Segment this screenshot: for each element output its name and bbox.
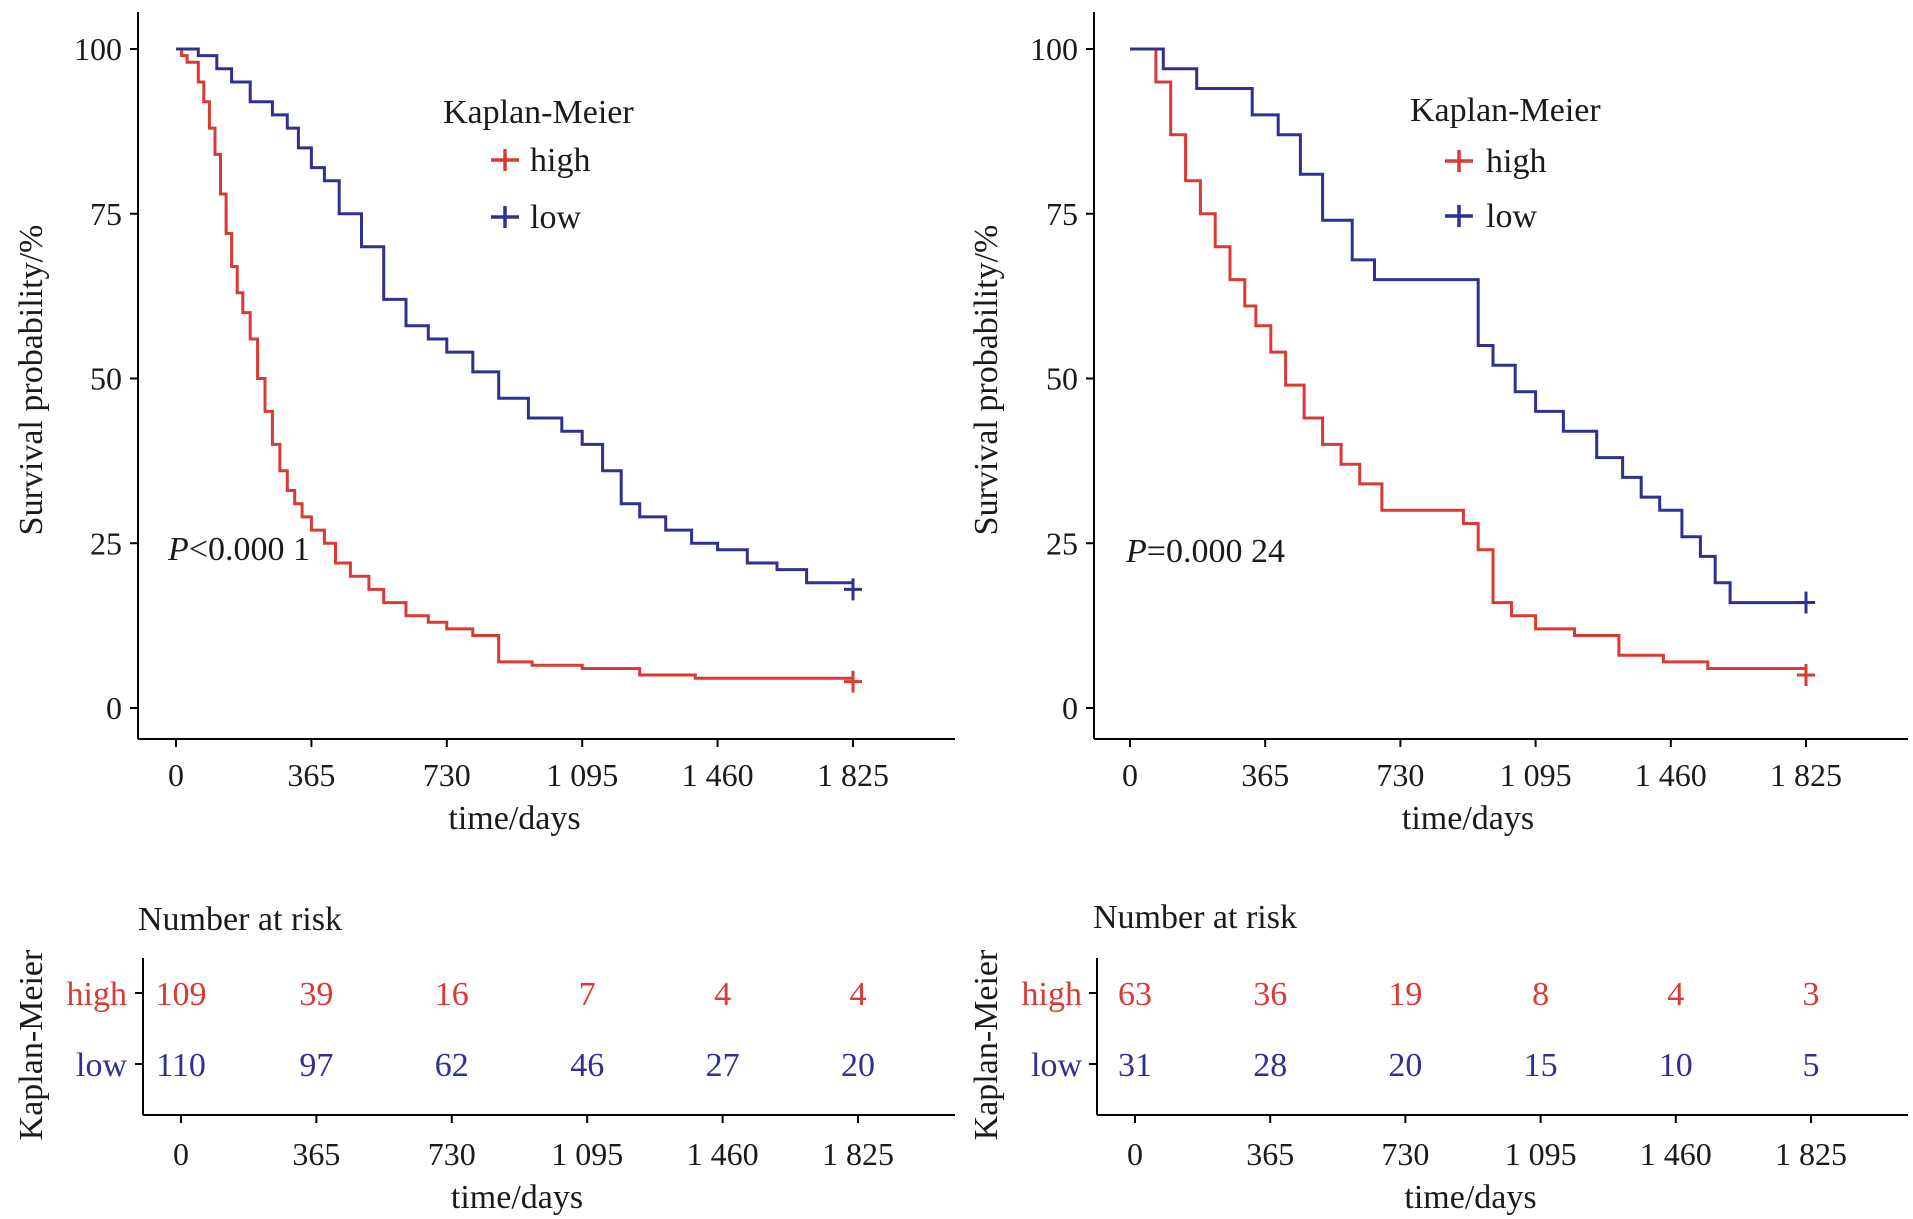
risk-count: 10	[1659, 1047, 1693, 1084]
risk-count: 4	[850, 976, 867, 1013]
x-tick-label: 1 095	[546, 757, 618, 793]
x-tick-label: 365	[287, 757, 335, 793]
survival-curve-low	[1130, 47, 1806, 605]
legend-label-high: high	[1486, 143, 1546, 180]
legend-title: Kaplan-Meier	[1410, 92, 1601, 129]
x-tick-label: 1 095	[1500, 757, 1572, 793]
risk-x-tick-label: 1 460	[1640, 1136, 1712, 1172]
risk-x-tick-label: 730	[428, 1136, 476, 1172]
risk-table-x-title: time/days	[451, 1179, 583, 1216]
x-axis-title: time/days	[1402, 800, 1534, 837]
x-tick-label: 1 460	[682, 757, 754, 793]
risk-count: 97	[299, 1047, 333, 1084]
risk-count: 31	[1118, 1047, 1152, 1084]
x-tick-label: 0	[1122, 757, 1138, 793]
survival-curve-high	[176, 47, 855, 682]
risk-count: 62	[435, 1047, 469, 1084]
survival-curve-high	[1130, 47, 1808, 675]
risk-count: 39	[299, 976, 333, 1013]
legend-label-low: low	[530, 199, 581, 236]
risk-count: 4	[1667, 976, 1684, 1013]
p-value-symbol: P	[1125, 533, 1147, 570]
risk-x-tick-label: 1 095	[1505, 1136, 1577, 1172]
risk-count: 27	[706, 1047, 740, 1084]
risk-count: 16	[435, 976, 469, 1013]
risk-count: 3	[1803, 976, 1820, 1013]
risk-count: 46	[570, 1047, 604, 1084]
risk-count: 8	[1532, 976, 1549, 1013]
legend-title: Kaplan-Meier	[443, 94, 634, 131]
km-panel-1: 0 25 50 75 100 0 365 730 1 095 1 460 1 825 time/day…	[13, 12, 955, 1216]
risk-x-tick-label: 0	[173, 1136, 189, 1172]
risk-row-label-low: low	[1031, 1047, 1082, 1084]
risk-row-label-low: low	[76, 1047, 127, 1084]
y-tick-label: 75	[1046, 196, 1078, 232]
risk-x-tick-label: 1 095	[551, 1136, 623, 1172]
risk-count: 20	[1388, 1047, 1422, 1084]
risk-count: 5	[1803, 1047, 1820, 1084]
y-axis-title: Survival probability/%	[13, 225, 50, 536]
risk-row-label-high: high	[67, 976, 127, 1013]
legend-label-high: high	[530, 142, 590, 179]
y-tick-label: 50	[1046, 361, 1078, 397]
x-tick-label: 730	[1376, 757, 1424, 793]
x-tick-label: 0	[168, 757, 184, 793]
risk-row-label-high: high	[1022, 976, 1082, 1013]
legend-label-low: low	[1486, 198, 1537, 235]
risk-table-title: Number at risk	[138, 901, 342, 938]
x-tick-label: 1 825	[1770, 757, 1842, 793]
y-axis-title: Survival probability/%	[968, 225, 1005, 536]
risk-count: 15	[1524, 1047, 1558, 1084]
y-tick-label: 75	[90, 196, 122, 232]
survival-curve-low	[176, 47, 855, 590]
risk-count: 63	[1118, 976, 1152, 1013]
risk-x-tick-label: 365	[1246, 1136, 1294, 1172]
risk-count: 19	[1388, 976, 1422, 1013]
risk-count: 36	[1253, 976, 1287, 1013]
y-tick-label: 100	[74, 31, 122, 67]
risk-count: 110	[156, 1047, 206, 1084]
x-tick-label: 365	[1241, 757, 1289, 793]
risk-x-tick-label: 1 825	[1775, 1136, 1847, 1172]
y-tick-label: 25	[90, 525, 122, 561]
legend-key-high	[491, 149, 519, 171]
y-tick-label: 50	[90, 361, 122, 397]
x-tick-label: 730	[423, 757, 471, 793]
risk-x-tick-label: 730	[1381, 1136, 1429, 1172]
p-value-symbol: P	[167, 531, 189, 568]
risk-count: 4	[714, 976, 731, 1013]
p-value-text: <0.000 1	[189, 531, 310, 568]
risk-table-y-title: Kaplan-Meier	[968, 949, 1005, 1140]
risk-x-tick-label: 365	[292, 1136, 340, 1172]
risk-x-tick-label: 1 460	[687, 1136, 759, 1172]
p-value-annotation: P=0.000 24	[1125, 533, 1285, 570]
y-tick-label: 25	[1046, 525, 1078, 561]
risk-x-tick-label: 1 825	[822, 1136, 894, 1172]
risk-table: Number at risk Kaplan-Meier high 63 36 19 8 4 3 l…	[968, 899, 1908, 1216]
risk-x-tick-label: 0	[1127, 1136, 1143, 1172]
risk-count: 7	[579, 976, 596, 1013]
p-value-annotation: P<0.000 1	[167, 531, 310, 568]
p-value-text: =0.000 24	[1147, 533, 1285, 570]
risk-table: Number at risk Kaplan-Meier high 109 39 16 7 4 4…	[13, 901, 955, 1216]
x-axis-title: time/days	[448, 800, 580, 837]
legend-key-high	[1445, 150, 1473, 172]
legend-key-low	[1445, 205, 1473, 227]
risk-table-title: Number at risk	[1093, 899, 1297, 936]
risk-table-y-title: Kaplan-Meier	[13, 949, 50, 1140]
y-tick-label: 0	[1062, 690, 1078, 726]
y-tick-label: 100	[1030, 31, 1078, 67]
risk-count: 28	[1253, 1047, 1287, 1084]
risk-count: 109	[156, 976, 207, 1013]
x-tick-label: 1 825	[817, 757, 889, 793]
x-tick-label: 1 460	[1635, 757, 1707, 793]
y-tick-label: 0	[106, 690, 122, 726]
legend-key-low	[491, 206, 519, 228]
risk-count: 20	[841, 1047, 875, 1084]
risk-table-x-title: time/days	[1404, 1179, 1536, 1216]
